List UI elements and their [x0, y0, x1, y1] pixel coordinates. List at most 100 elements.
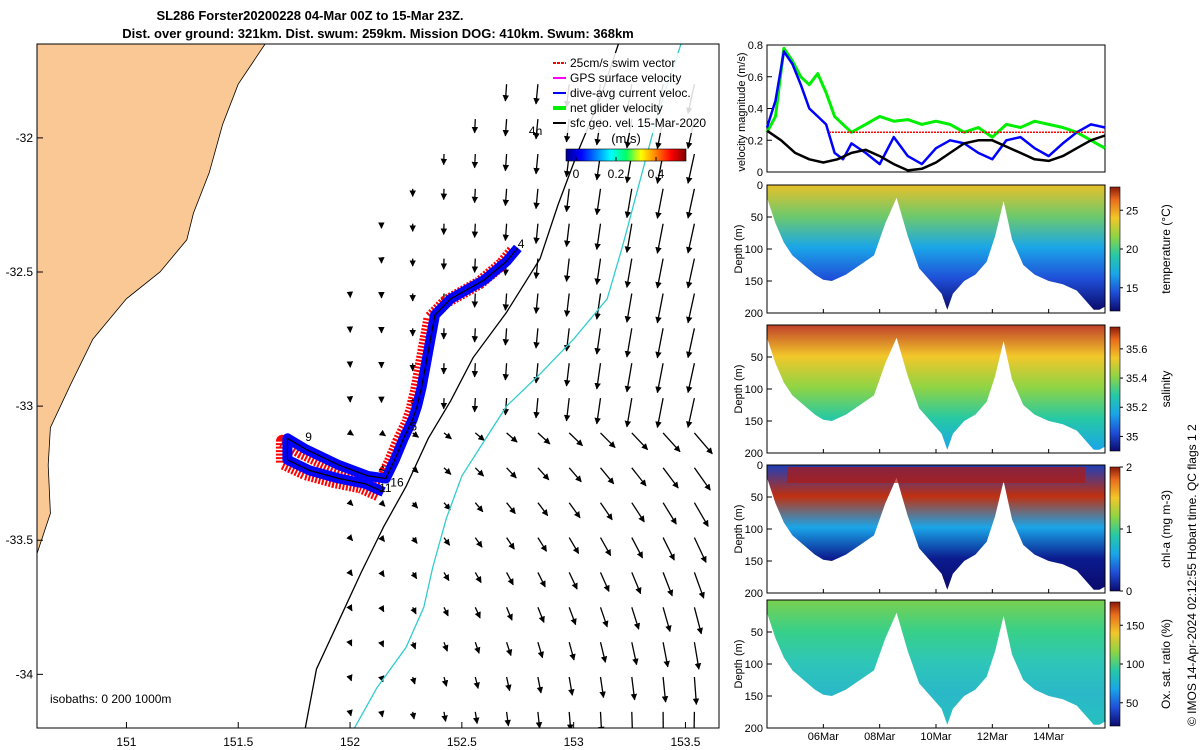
glider-track	[275, 244, 522, 501]
section-y-tick-label: 100	[745, 244, 763, 256]
velocity-arrow	[502, 328, 510, 346]
velocity-arrow	[346, 674, 353, 682]
velocity-arrow	[378, 429, 387, 437]
velocity-arrow	[662, 607, 672, 633]
salinity-section: 50 100 150 200 Depth (m) 35 35.2 35.4 35.6 salini…	[733, 324, 1173, 460]
velocity-arrow	[693, 467, 711, 491]
figure-title-line1: SL286 Forster20200228 04-Mar 00Z to 15-M…	[156, 8, 463, 23]
land-area	[37, 44, 266, 556]
section-x-tick-label: 12Mar	[977, 731, 1009, 743]
velocity-arrow	[441, 711, 448, 722]
velocity-arrow	[568, 642, 576, 661]
velocity-arrow	[655, 293, 664, 324]
velocity-arrow	[535, 711, 543, 728]
velocity-arrow	[662, 467, 679, 489]
velocity-arrow	[624, 188, 633, 219]
velocity-arrow	[568, 502, 581, 519]
velocity-arrow	[506, 467, 517, 479]
velocity-arrow	[411, 501, 419, 509]
velocity-arrow	[631, 572, 642, 595]
velocity-arrow	[474, 607, 481, 619]
velocity-arrow	[505, 676, 512, 692]
velocity-y-tick-label: 0.4	[748, 104, 763, 116]
velocity-arrow	[346, 429, 354, 436]
section-colorbar	[1109, 326, 1121, 452]
section-x-tick-label: 14Mar	[1033, 731, 1065, 743]
section-data-field	[767, 600, 1105, 725]
section-colorbar-tick-label: 50	[1126, 698, 1138, 710]
isobath-1000m	[353, 44, 682, 728]
velocity-arrow	[505, 642, 513, 657]
velocity-arrow	[568, 467, 582, 483]
map-y-tick-label: -34	[16, 667, 34, 681]
section-y-tick-label: 50	[751, 492, 763, 504]
velocity-arrow	[346, 499, 354, 506]
velocity-arrow	[568, 676, 575, 696]
section-y-tick-label: 100	[745, 384, 763, 396]
velocity-arrow	[506, 537, 515, 550]
section-x-tick-label: 08Mar	[864, 731, 896, 743]
velocity-axes	[766, 44, 1106, 173]
velocity-arrow	[686, 293, 696, 324]
velocity-arrow	[378, 675, 385, 683]
track-label: 4h	[529, 124, 542, 138]
map-frame	[36, 43, 720, 729]
velocity-arrow	[568, 607, 577, 626]
velocity-arrow	[443, 572, 450, 582]
velocity-arrow	[563, 363, 571, 387]
chlorophyll-section: 0 50 100 150 200 Depth (m) 0 1 2 chl-a (mg m-3)	[733, 460, 1173, 600]
legend-box	[550, 53, 715, 133]
velocity-arrow	[655, 328, 664, 359]
velocity-arrow	[624, 397, 633, 428]
velocity-arrow	[471, 223, 479, 239]
map-y-tick-label: -32.5	[6, 265, 34, 279]
velocity-arrow	[533, 363, 540, 384]
speed-colorbar-title: (m/s)	[611, 131, 641, 146]
velocity-arrow	[410, 607, 417, 615]
surface-velocity-field	[346, 84, 713, 728]
section-y-tick-label: 150	[745, 276, 763, 288]
velocity-arrow	[568, 537, 580, 555]
section-colorbar-label: salinity	[1159, 371, 1173, 408]
velocity-arrow	[471, 398, 479, 413]
velocity-arrow	[662, 642, 670, 668]
colorbar-tick-label: 0.2	[608, 167, 625, 181]
velocity-arrow	[474, 537, 483, 548]
velocity-arrow	[600, 432, 616, 449]
legend-label: GPS surface velocity	[570, 71, 681, 85]
velocity-arrow	[474, 641, 481, 654]
velocity-arrow	[563, 188, 571, 213]
velocity-series-line	[766, 129, 1106, 172]
velocity-arrow	[631, 642, 639, 666]
velocity-arrow	[441, 676, 449, 687]
velocity-arrow	[443, 432, 452, 440]
section-colorbar	[1109, 601, 1121, 727]
velocity-arrow	[631, 711, 633, 728]
velocity-arrow	[378, 710, 385, 718]
velocity-arrow	[662, 537, 675, 561]
velocity-arrow	[378, 534, 386, 543]
velocity-arrow	[655, 258, 664, 289]
velocity-arrow	[693, 572, 705, 599]
legend-label: sfc geo. vel. 15-Mar-2020	[570, 116, 706, 130]
velocity-arrow	[502, 153, 510, 172]
velocity-arrow	[631, 432, 649, 451]
velocity-arrow	[624, 223, 633, 254]
map-x-tick-label: 153.5	[670, 735, 700, 749]
speed-colorbar: (m/s) 0 0.2 0.4	[565, 131, 687, 181]
velocity-arrow	[506, 502, 516, 515]
velocity-arrow	[563, 328, 571, 352]
section-data-field	[767, 465, 1105, 590]
velocity-arrow	[471, 363, 479, 378]
velocity-arrow	[686, 363, 696, 394]
temperature-section: 0 50 100 150 200 Depth (m) 15 20 25 temperature (…	[733, 180, 1173, 320]
velocity-arrow	[686, 188, 696, 219]
velocity-arrow	[686, 397, 696, 429]
velocity-y-tick-label: 0	[757, 167, 763, 179]
velocity-series-line	[765, 50, 1106, 166]
velocity-arrow	[410, 676, 417, 685]
